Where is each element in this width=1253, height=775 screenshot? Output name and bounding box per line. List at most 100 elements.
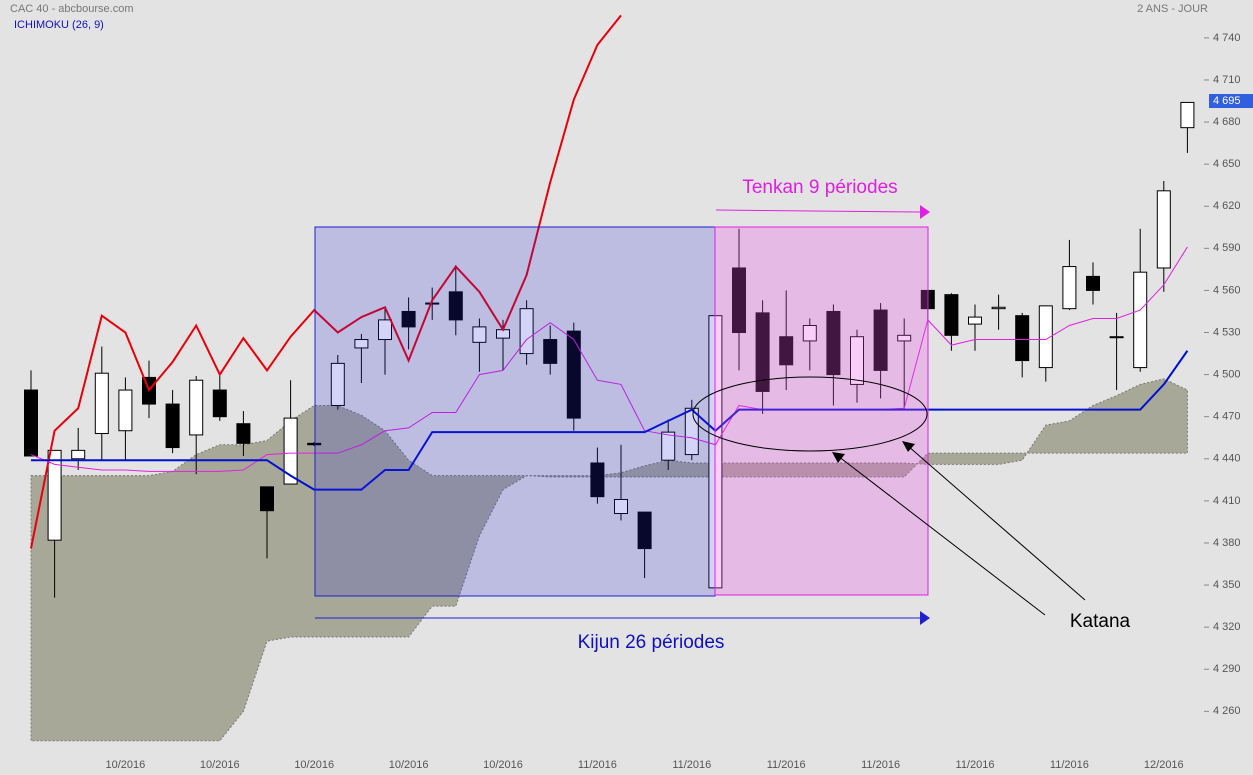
y-tick-label: 4 560 [1213, 284, 1241, 296]
indicator-line [31, 350, 1189, 491]
period-label: 2 ANS - JOUR [1137, 3, 1208, 15]
y-tick-label: 4 650 [1213, 158, 1241, 170]
y-tick-label: 4 470 [1213, 411, 1241, 423]
candle-body [826, 310, 841, 376]
y-tick-label: 4 530 [1213, 326, 1241, 338]
x-tick-label: 11/2016 [672, 759, 711, 771]
x-tick-label: 10/2016 [483, 759, 523, 771]
katana-arrow-head [902, 441, 915, 452]
candle-body [590, 462, 605, 498]
candle-body [1156, 190, 1171, 269]
candle-body [189, 379, 204, 436]
candle-body [991, 306, 1006, 310]
katana-arrow [907, 445, 1086, 601]
y-tick-label: 4 290 [1213, 663, 1241, 675]
candle-body [378, 319, 392, 341]
candle-body [802, 324, 817, 342]
candle-body [425, 302, 440, 305]
candle-body [24, 389, 38, 457]
candle-body [1180, 101, 1195, 129]
candle-body [1062, 266, 1077, 310]
candle-body [448, 291, 463, 321]
candle-body [1109, 336, 1124, 339]
cloud [30, 378, 1188, 742]
candle-body [614, 498, 628, 515]
katana-arrow-head [832, 452, 845, 463]
y-tick-label: 4 440 [1213, 453, 1241, 465]
y-tick-label: 4 500 [1213, 369, 1241, 381]
candle-body [354, 339, 369, 349]
candle-body [850, 336, 864, 385]
annotation: Kijun 26 périodes [578, 632, 725, 653]
last-price-label: 4 695 [1213, 95, 1241, 107]
candle-body [1133, 271, 1148, 369]
x-tick-label: 11/2016 [1050, 759, 1089, 771]
x-tick-label: 11/2016 [767, 759, 806, 771]
x-tick-label: 11/2016 [578, 759, 617, 771]
candle-body [968, 316, 982, 325]
candle-body [897, 334, 912, 342]
candle-body [283, 417, 298, 485]
candle-body [661, 431, 676, 461]
x-tick-label: 12/2016 [1144, 759, 1184, 771]
kijun-zone [314, 226, 716, 597]
overlays: Tenkan 9 périodes Kijun 26 périodes Kata… [314, 177, 1131, 653]
y-tick-label: 4 410 [1213, 495, 1241, 507]
y-tick-label: 4 740 [1213, 32, 1241, 44]
candle-body [165, 403, 180, 449]
katana-ellipse [692, 376, 928, 452]
indicator-line [30, 246, 1188, 472]
tenkan-zone [714, 226, 929, 596]
x-tick-label: 10/2016 [200, 759, 240, 771]
indicator-line [30, 14, 622, 549]
kijun-arrow-head [920, 611, 930, 625]
candle-body [47, 449, 62, 541]
candle-body [637, 511, 652, 550]
x-tick-label: 11/2016 [956, 759, 995, 771]
y-tick-label: 4 680 [1213, 116, 1241, 128]
y-tick-label: 4 710 [1213, 74, 1241, 86]
annotation: Katana [1070, 611, 1131, 632]
candle-body [1086, 275, 1100, 291]
y-tick-label: 4 320 [1213, 621, 1241, 633]
y-tick-label: 4 380 [1213, 537, 1241, 549]
candle-body [566, 330, 581, 419]
chart-title: CAC 40 - abcbourse.com [10, 3, 134, 15]
candle-body [401, 310, 416, 328]
tenkan-arrow-head [920, 205, 930, 219]
y-tick-label: 4 590 [1213, 242, 1241, 254]
annotation: Tenkan 9 périodes [742, 177, 897, 198]
candle-body [543, 339, 558, 364]
katana-arrow [837, 455, 1046, 616]
x-tick-label: 10/2016 [389, 759, 429, 771]
y-tick-label: 4 620 [1213, 200, 1241, 212]
candle-body [779, 336, 794, 366]
candle-body [684, 407, 699, 456]
candle-body [519, 308, 534, 355]
candle-body [1038, 305, 1053, 369]
candle-body [732, 267, 746, 334]
x-tick-label: 10/2016 [106, 759, 146, 771]
plot [24, 14, 1195, 742]
candle-body [944, 294, 959, 336]
x-tick-label: 10/2016 [294, 759, 334, 771]
candle-body [94, 372, 109, 435]
candle-body [1015, 315, 1030, 362]
tenkan-arrow [715, 209, 921, 213]
candle-body [755, 312, 770, 392]
candle-body [307, 442, 322, 446]
x-tick-label: 11/2016 [861, 759, 900, 771]
last-price-box [1209, 94, 1253, 109]
y-tick-label: 4 350 [1213, 579, 1241, 591]
candle-body [260, 486, 274, 512]
candle-body [236, 423, 251, 444]
y-tick-label: 4 260 [1213, 705, 1241, 717]
candle-body [330, 362, 345, 406]
candle-body [472, 326, 487, 343]
candle-body [71, 449, 86, 460]
candle-body [873, 309, 888, 371]
candle-body [118, 389, 133, 432]
axes: 4 260 4 290 4 320 4 350 4 380 4 410 4 440 4 470… [106, 32, 1253, 771]
candle-body [212, 389, 227, 418]
